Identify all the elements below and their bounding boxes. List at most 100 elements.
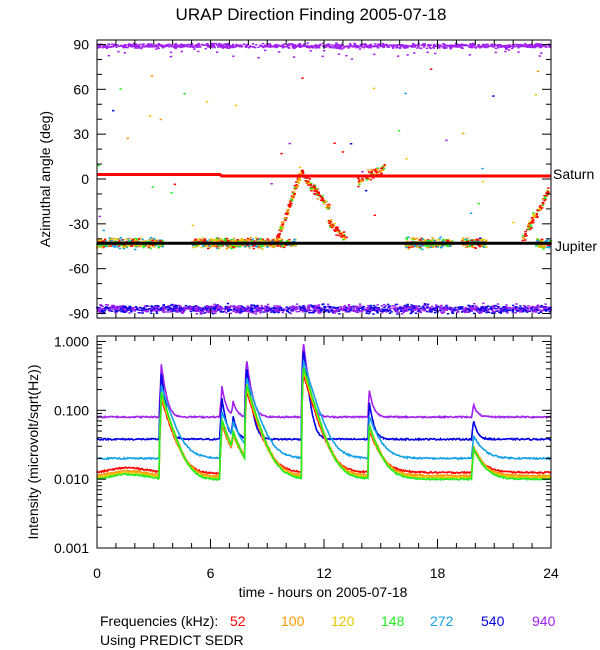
data-point xyxy=(247,308,250,311)
data-point xyxy=(213,244,217,247)
data-point xyxy=(124,44,127,46)
data-point xyxy=(102,311,106,314)
data-point xyxy=(326,309,329,311)
data-point xyxy=(476,45,480,48)
data-point xyxy=(520,44,523,46)
data-point xyxy=(375,45,379,48)
data-point xyxy=(411,44,414,47)
data-point xyxy=(280,45,283,48)
data-point xyxy=(155,312,159,314)
data-point xyxy=(538,43,541,45)
data-point xyxy=(468,304,471,307)
data-point xyxy=(546,306,549,309)
data-point xyxy=(505,48,508,50)
data-point xyxy=(485,310,489,313)
data-point xyxy=(145,46,148,48)
data-point xyxy=(182,44,186,46)
data-point xyxy=(148,46,151,48)
data-point xyxy=(491,306,494,308)
data-point xyxy=(161,305,165,308)
data-point xyxy=(129,309,132,312)
data-point xyxy=(182,308,185,311)
data-point xyxy=(97,311,101,313)
data-point xyxy=(340,308,343,311)
data-point xyxy=(275,310,278,313)
data-point xyxy=(174,47,177,50)
data-point xyxy=(433,307,436,309)
data-point xyxy=(445,240,448,243)
data-point xyxy=(475,305,478,308)
data-point xyxy=(235,245,239,247)
data-point xyxy=(535,245,538,247)
data-point xyxy=(396,46,399,49)
data-point xyxy=(133,244,136,247)
data-point xyxy=(176,308,179,311)
data-point xyxy=(142,245,145,247)
data-point xyxy=(440,245,444,248)
data-point xyxy=(291,305,295,307)
data-point xyxy=(145,44,148,46)
data-point xyxy=(229,44,232,47)
data-point xyxy=(97,164,100,167)
y-tick-label: 0.010 xyxy=(54,471,89,487)
data-point xyxy=(195,239,199,241)
data-point xyxy=(271,310,275,312)
data-point xyxy=(413,306,417,309)
data-point xyxy=(251,240,254,242)
data-point xyxy=(462,237,465,239)
data-point xyxy=(153,240,157,243)
data-point xyxy=(349,307,352,309)
data-point xyxy=(103,309,106,312)
data-point xyxy=(268,46,271,48)
data-point xyxy=(515,306,518,308)
data-point xyxy=(180,308,183,310)
data-point xyxy=(376,309,380,311)
data-point xyxy=(273,311,277,314)
data-point xyxy=(150,310,153,312)
data-point xyxy=(370,168,373,171)
data-point xyxy=(119,237,123,239)
data-point xyxy=(445,139,448,142)
data-point xyxy=(219,46,222,48)
data-point xyxy=(114,311,117,314)
data-point xyxy=(467,244,470,246)
data-point xyxy=(124,244,127,247)
data-point xyxy=(347,47,350,49)
data-point xyxy=(316,311,320,313)
data-point xyxy=(419,244,422,247)
data-point xyxy=(136,244,139,247)
data-point xyxy=(314,185,317,187)
data-point xyxy=(286,309,289,312)
data-point xyxy=(195,309,198,311)
data-point xyxy=(406,240,409,243)
data-point xyxy=(531,45,535,47)
data-point xyxy=(195,310,199,312)
data-point xyxy=(342,235,346,237)
data-point xyxy=(243,241,246,243)
data-point xyxy=(207,247,210,250)
data-point xyxy=(170,192,173,194)
data-point xyxy=(235,44,238,47)
data-point xyxy=(245,45,249,47)
data-point xyxy=(544,306,547,308)
data-point xyxy=(394,309,397,311)
data-point xyxy=(434,239,437,242)
data-point xyxy=(381,45,384,47)
data-point xyxy=(335,42,338,44)
data-point xyxy=(407,236,410,238)
data-point xyxy=(547,191,550,194)
data-point xyxy=(505,44,508,47)
data-point xyxy=(541,201,544,204)
data-point xyxy=(467,308,470,310)
data-point xyxy=(536,238,539,240)
data-point xyxy=(451,307,454,309)
data-point xyxy=(227,309,230,311)
data-point xyxy=(279,240,283,243)
data-point xyxy=(361,177,364,180)
data-point xyxy=(544,307,547,309)
data-point xyxy=(365,312,368,314)
data-point xyxy=(456,311,459,314)
data-point xyxy=(430,311,433,313)
data-point xyxy=(175,304,178,307)
data-point xyxy=(143,305,147,307)
